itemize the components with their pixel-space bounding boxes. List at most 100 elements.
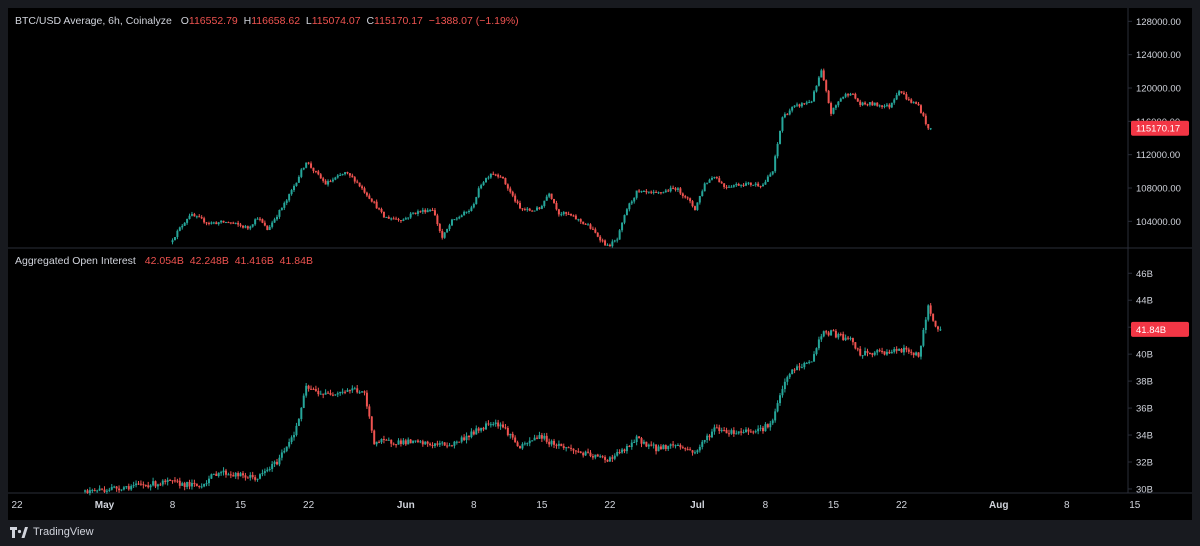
price-candle-body — [710, 178, 713, 180]
oi-candle-body — [783, 381, 786, 390]
oi-candle-body — [550, 440, 553, 445]
price-candle-body — [689, 198, 692, 202]
oi-candle-body — [774, 411, 777, 421]
price-candle-body — [251, 224, 254, 227]
price-ytick-label: 128000.00 — [1136, 17, 1181, 28]
tradingview-logo[interactable]: TradingView — [10, 526, 94, 538]
price-candle-body — [465, 211, 468, 213]
oi-candle-body — [591, 456, 594, 458]
price-candle-body — [832, 107, 835, 114]
oi-candle-body — [764, 424, 767, 432]
price-candle-body — [188, 215, 191, 219]
price-candle-body — [878, 105, 881, 107]
oi-candle-body — [769, 423, 772, 428]
brand-label: TradingView — [33, 526, 94, 538]
oi-candle-body — [283, 450, 286, 453]
oi-candle-body — [229, 474, 232, 476]
price-candle-body — [686, 197, 689, 199]
price-candle-body — [749, 182, 752, 185]
price-candle-body — [492, 173, 495, 175]
price-candle-body — [893, 99, 896, 103]
price-candle-body — [817, 77, 820, 86]
price-candle-body — [528, 208, 531, 211]
oi-candle-body — [86, 490, 89, 494]
price-candle-body — [443, 232, 446, 238]
oi-candle-body — [470, 431, 473, 438]
oi-candle-body — [732, 430, 735, 434]
oi-candle-body — [905, 347, 908, 350]
price-candle-body — [676, 188, 679, 190]
oi-candle-body — [446, 445, 449, 447]
oi-candle-body — [560, 443, 563, 447]
oi-candle-body — [684, 448, 687, 450]
oi-candle-body — [254, 477, 257, 480]
oi-candle-body — [96, 490, 99, 492]
oi-candle-body — [689, 449, 692, 451]
price-candle-body — [327, 181, 330, 185]
oi-candle-body — [528, 440, 531, 444]
price-candle-body — [480, 185, 483, 189]
oi-title[interactable]: Aggregated Open Interest — [15, 255, 136, 267]
price-candle-body — [307, 162, 310, 164]
price-candle-body — [730, 186, 733, 188]
time-axis-label: 8 — [1064, 500, 1070, 511]
oi-candle-body — [412, 440, 415, 444]
price-candle-body — [531, 210, 534, 212]
oi-candle-body — [526, 443, 529, 445]
price-candle-body — [623, 215, 626, 223]
oi-candle-body — [363, 391, 366, 393]
chart-canvas[interactable]: 104000.00108000.00112000.00116000.001200… — [8, 8, 1192, 520]
oi-candle-body — [339, 391, 342, 394]
price-candle-body — [288, 194, 291, 201]
oi-candle-body — [725, 430, 728, 434]
oi-candle-body — [625, 446, 628, 452]
price-candle-body — [732, 185, 735, 187]
oi-candle-body — [776, 403, 779, 412]
oi-candle-body — [453, 441, 456, 446]
oi-candle-body — [604, 457, 607, 460]
oi-candle-body — [698, 446, 701, 451]
oi-candle-body — [166, 479, 169, 482]
oi-candle-body — [178, 480, 181, 486]
oi-candle-body — [936, 326, 939, 330]
oi-candle-body — [798, 366, 801, 368]
price-candle-body — [489, 173, 492, 178]
price-legend: BTC/USD Average, 6h, Coinalyze O116552.7… — [15, 15, 519, 27]
oi-candle-body — [261, 473, 264, 475]
oi-candle-body — [424, 441, 427, 445]
oi-candle-body — [810, 361, 813, 363]
oi-candle-body — [730, 430, 733, 434]
oi-candle-body — [842, 334, 845, 340]
price-candle-body — [890, 102, 893, 108]
time-axis-label: Aug — [989, 500, 1008, 511]
oi-candle-body — [346, 390, 349, 392]
oi-candle-body — [686, 449, 689, 451]
price-candle-body — [244, 226, 247, 228]
oi-candle-body — [455, 441, 458, 443]
chart-area[interactable]: 104000.00108000.00112000.00116000.001200… — [8, 8, 1192, 520]
time-axis-label: 8 — [170, 500, 176, 511]
oi-candle-body — [786, 377, 789, 382]
oi-candle-body — [173, 480, 176, 482]
oi-candle-body — [319, 393, 322, 395]
close-label: C — [366, 15, 375, 27]
oi-candle-body — [543, 435, 546, 439]
oi-candle-body — [431, 445, 434, 447]
price-candle-body — [808, 102, 811, 104]
price-candle-body — [458, 217, 461, 219]
oi-candle-body — [256, 478, 259, 480]
oi-candle-body — [779, 395, 782, 404]
oi-candle-body — [314, 389, 317, 391]
symbol-title[interactable]: BTC/USD Average, 6h, Coinalyze — [15, 15, 172, 27]
price-candle-body — [718, 178, 721, 183]
oi-candle-body — [433, 443, 436, 446]
price-candle-body — [606, 244, 609, 246]
oi-candle-body — [565, 447, 568, 449]
price-candle-body — [446, 229, 449, 233]
oi-candle-body — [803, 363, 806, 368]
oi-ytick-label: 30B — [1136, 484, 1153, 495]
price-candle-body — [171, 240, 174, 243]
oi-candle-body — [657, 446, 660, 452]
open-value: 116552.79 — [188, 15, 238, 27]
oi-candle-body — [623, 449, 626, 452]
